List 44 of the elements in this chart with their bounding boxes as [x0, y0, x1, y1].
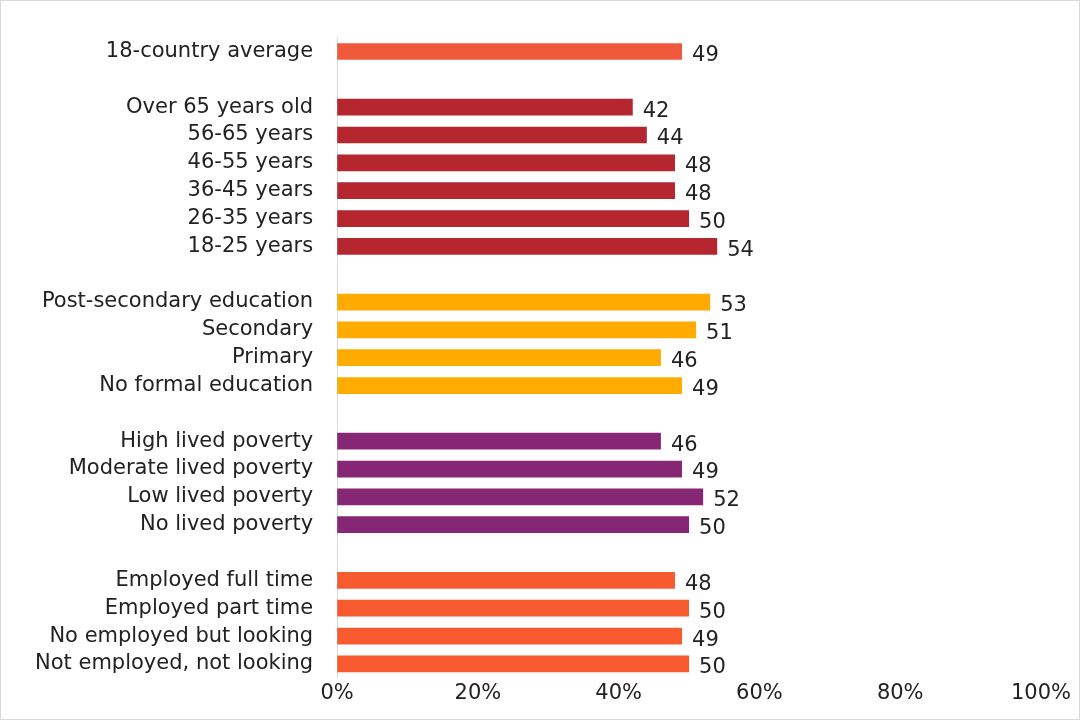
y-tick-label: Low lived poverty — [127, 483, 314, 508]
data-label: 50 — [699, 654, 726, 679]
data-label: 42 — [642, 97, 670, 122]
data-label: 48 — [684, 181, 712, 206]
y-tick-label: Secondary — [201, 316, 314, 341]
y-tick-label: 56-65 years — [187, 121, 314, 146]
data-label: 49 — [692, 375, 719, 400]
data-label: 46 — [670, 431, 698, 456]
x-tick-label: 0% — [320, 679, 354, 704]
y-tick-label: Post-secondary education — [41, 288, 314, 313]
y-tick-label: Over 65 years old — [126, 93, 314, 118]
data-label: 52 — [713, 487, 740, 512]
y-tick-label: 36-45 years — [187, 177, 314, 202]
y-tick-label: High lived poverty — [120, 427, 314, 452]
y-tick-label: Not employed, not looking — [34, 650, 314, 675]
data-label: 53 — [720, 292, 747, 317]
x-tick-label: 20% — [454, 679, 502, 704]
data-label: 48 — [684, 570, 712, 595]
data-label: 49 — [692, 459, 719, 484]
x-tick-label: 100% — [1010, 679, 1072, 704]
y-tick-label: Primary — [231, 344, 314, 369]
data-label: 44 — [656, 125, 684, 150]
y-tick-label: 46-55 years — [187, 149, 314, 174]
y-tick-label: No formal education — [99, 371, 314, 396]
data-label: 51 — [706, 320, 733, 345]
y-tick-label: No employed but looking — [49, 622, 314, 647]
data-label: 50 — [699, 515, 726, 540]
data-label: 49 — [692, 626, 719, 651]
y-tick-label: No lived poverty — [140, 511, 314, 536]
x-tick-label: 60% — [736, 679, 783, 704]
x-tick-label: 40% — [595, 679, 643, 704]
y-tick-label: 18-25 years — [187, 232, 314, 257]
data-label: 48 — [684, 153, 712, 178]
y-tick-label: 26-35 years — [187, 204, 314, 229]
y-tick-label: Moderate lived poverty — [68, 455, 314, 480]
data-label: 50 — [699, 598, 726, 623]
data-label: 49 — [692, 41, 719, 66]
y-tick-label: Employed full time — [115, 566, 314, 591]
data-label: 46 — [670, 348, 698, 373]
y-tick-label: Employed part time — [104, 594, 314, 619]
x-tick-label: 80% — [876, 679, 924, 704]
y-tick-label: 18-country average — [105, 37, 314, 62]
data-label: 50 — [699, 208, 726, 233]
data-label: 54 — [727, 236, 754, 261]
